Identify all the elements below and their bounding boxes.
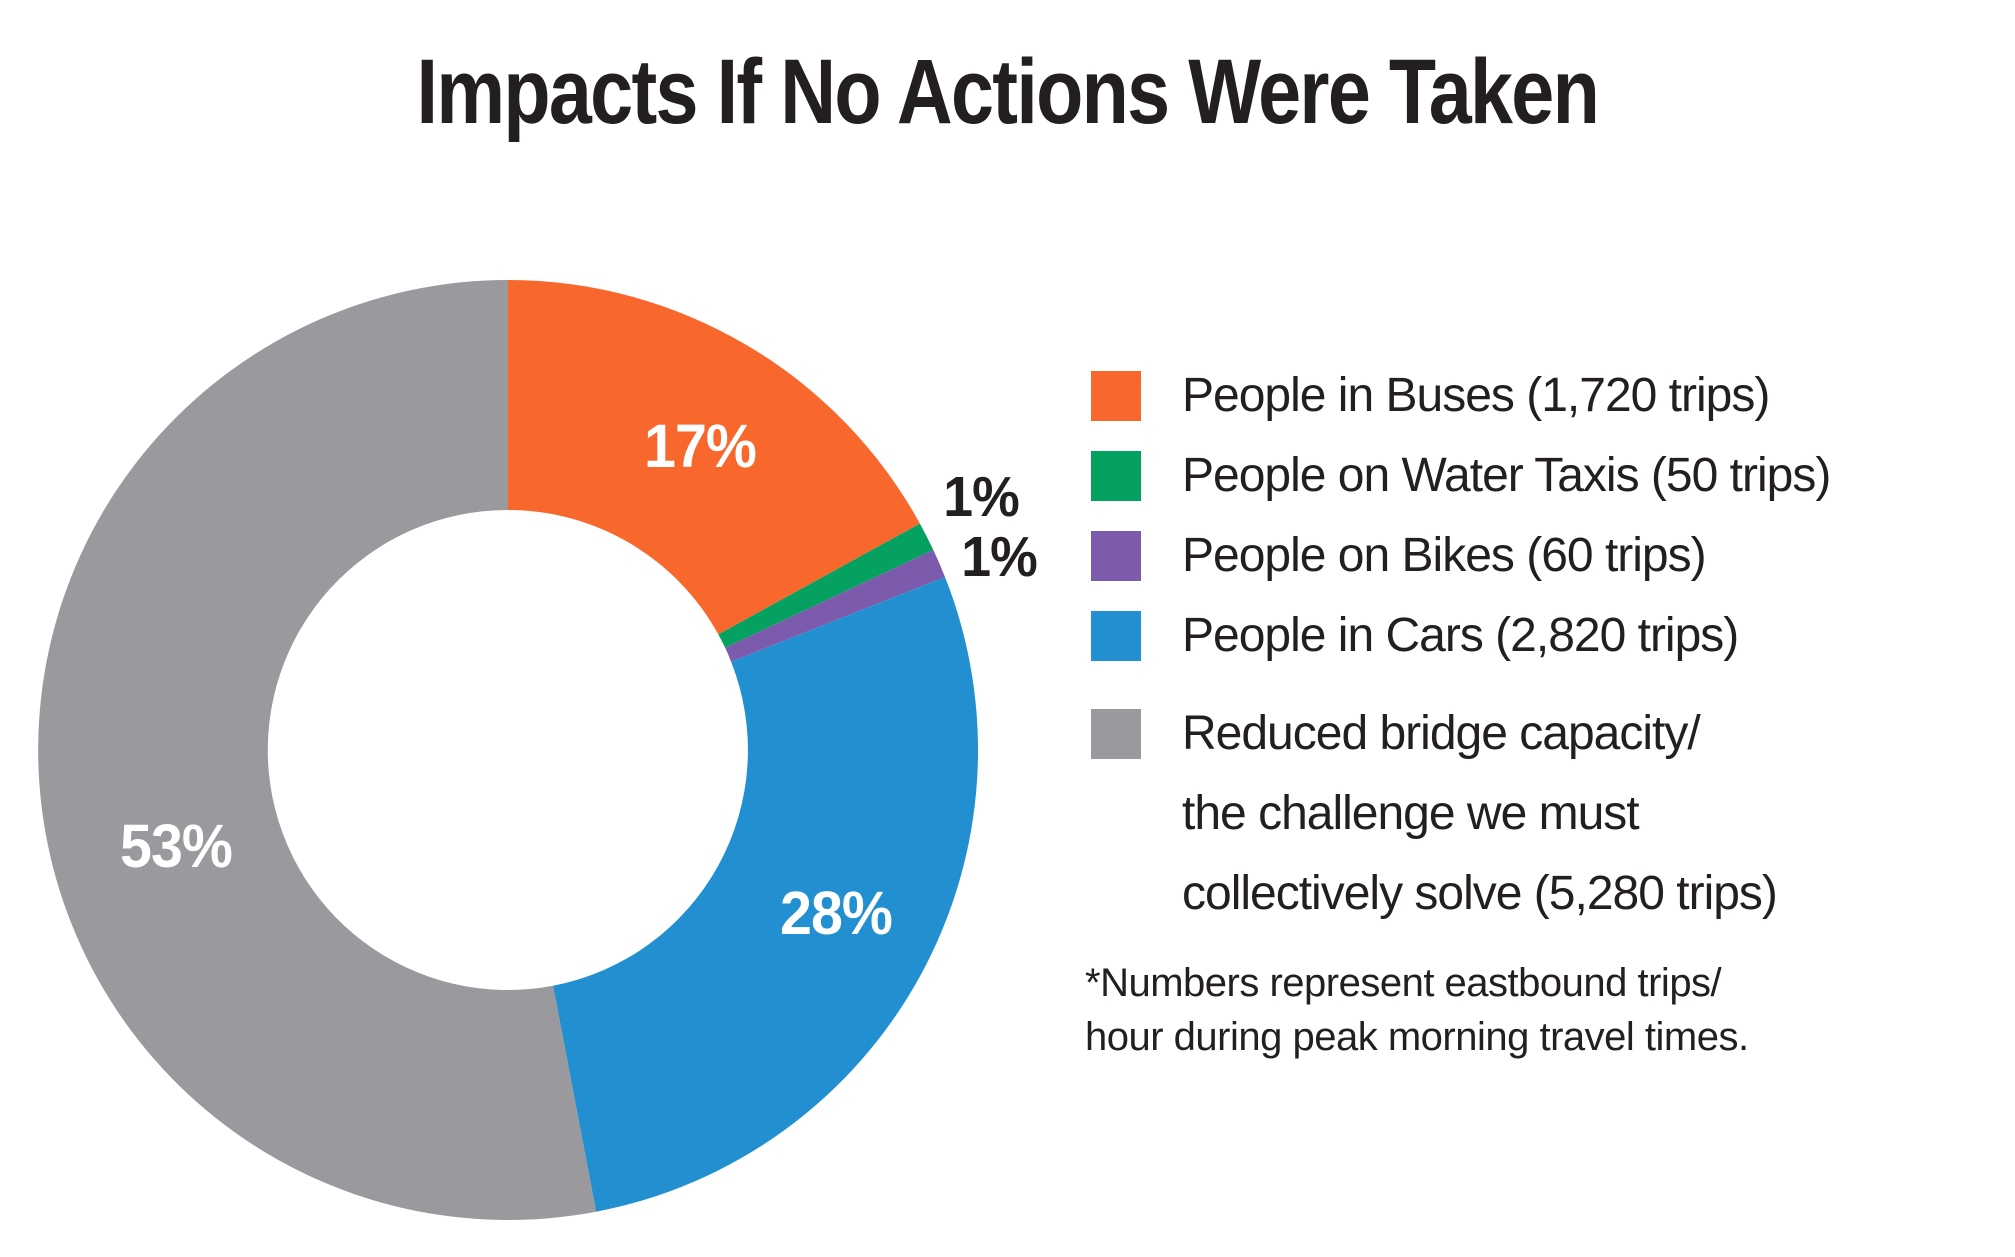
chart-title: Impacts If No Actions Were Taken	[0, 42, 2015, 142]
pie-slice-bridge	[38, 280, 597, 1220]
footnote: *Numbers represent eastbound trips/ hour…	[1085, 961, 1749, 1059]
legend-label-bikes: People on Bikes (60 trips)	[1182, 529, 1707, 582]
legend-swatch-bikes	[1091, 531, 1141, 581]
pct-label-buses: 17%	[644, 412, 757, 480]
chart-title-text: Impacts If No Actions Were Taken	[416, 41, 1600, 143]
legend-swatch-water-taxis	[1091, 451, 1141, 501]
pie-slice-buses	[508, 280, 920, 635]
pie-slice-bikes	[725, 549, 945, 662]
pct-label-cars: 28%	[780, 879, 893, 947]
legend: People in Buses (1,720 trips) People on W…	[1091, 356, 2015, 934]
legend-swatch-cars	[1091, 611, 1141, 661]
legend-item-bikes: People on Bikes (60 trips)	[1091, 516, 2015, 596]
pct-label-bridge: 53%	[120, 812, 233, 880]
legend-item-cars: People in Cars (2,820 trips)	[1091, 596, 2015, 676]
legend-label-water-taxis: People on Water Taxis (50 trips)	[1182, 449, 1831, 502]
legend-label-cars: People in Cars (2,820 trips)	[1182, 609, 1739, 662]
legend-item-bridge: Reduced bridge capacity/ the challenge w…	[1091, 694, 2015, 934]
pct-label-bikes: 1%	[961, 525, 1038, 589]
legend-label-bridge: Reduced bridge capacity/ the challenge w…	[1182, 707, 1778, 920]
legend-item-water-taxis: People on Water Taxis (50 trips)	[1091, 436, 2015, 516]
pie-slice-water-taxis	[718, 523, 934, 648]
legend-item-buses: People in Buses (1,720 trips)	[1091, 356, 2015, 436]
legend-label-buses: People in Buses (1,720 trips)	[1182, 369, 1770, 422]
pie-slice-cars	[553, 577, 979, 1212]
legend-swatch-bridge	[1091, 709, 1141, 759]
legend-swatch-buses	[1091, 371, 1141, 421]
pct-label-water-taxis: 1%	[943, 465, 1020, 529]
